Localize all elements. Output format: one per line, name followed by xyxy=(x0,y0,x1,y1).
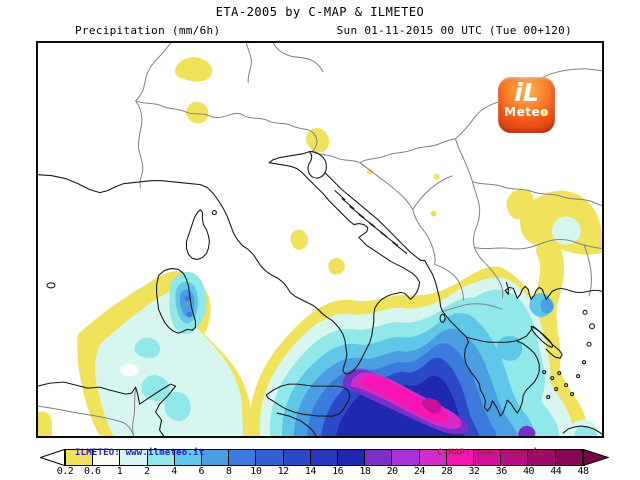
scalebar-right-arrow xyxy=(583,449,609,466)
scalebar-segment xyxy=(309,450,338,465)
scalebar-tick-label: 10 xyxy=(250,466,262,477)
scalebar-tick-label: 40 xyxy=(522,466,535,477)
scalebar-segment xyxy=(255,450,283,465)
scalebar-tick-label: 28 xyxy=(441,466,453,477)
coastlines xyxy=(38,151,602,436)
scalebar-tick-label: 1 xyxy=(116,466,123,477)
scalebar-segment xyxy=(201,450,229,465)
country-borders xyxy=(38,43,602,436)
scalebar-tick-label: 6 xyxy=(198,466,205,477)
scalebar-segment xyxy=(554,450,582,465)
scalebar-labels: 0.2 0.6 1 2 4 6 8 10 12 14 16 18 20 24 28 32 36 40 44 48 xyxy=(40,466,620,478)
scalebar-tick-label: 8 xyxy=(225,466,232,477)
scalebar-segment xyxy=(337,450,365,465)
logo-meteo-text: Meteo ☀ xyxy=(504,105,549,120)
scalebar-tick-label: 18 xyxy=(359,466,371,477)
scalebar-segment xyxy=(500,450,528,465)
scalebar-segment xyxy=(282,450,310,465)
scalebar-tick-label: 14 xyxy=(304,466,317,477)
scalebar-segments xyxy=(65,449,583,466)
scalebar-segment xyxy=(146,450,174,465)
scalebar-segment xyxy=(119,450,147,465)
scalebar-tick-label: 36 xyxy=(495,466,508,477)
scalebar-segment xyxy=(391,450,419,465)
scalebar-left-arrow xyxy=(40,449,65,466)
scalebar-segment xyxy=(473,450,501,465)
scalebar-segment xyxy=(228,450,256,465)
scalebar-tick-label: 0.2 xyxy=(56,466,74,477)
valid-time-label: Sun 01-11-2015 00 UTC (Tue 00+120) xyxy=(336,24,572,37)
scalebar-tick-label: 44 xyxy=(550,466,562,477)
scalebar-segment xyxy=(92,450,120,465)
scalebar-ilmeteo-credit: ILMETEO: www.ilmeteo.it xyxy=(75,448,205,458)
precip-level-32 xyxy=(421,398,442,414)
sun-icon: ☀ xyxy=(539,108,549,119)
scalebar-tick-label: 12 xyxy=(277,466,290,477)
scalebar-tick-label: 20 xyxy=(386,466,399,477)
scalebar-tick-label: 16 xyxy=(332,466,344,477)
scalebar-cmap-credit: C-MAP: www.c-map.it xyxy=(437,448,544,458)
scalebar-tick-label: 24 xyxy=(413,466,426,477)
ilmeteo-logo: iL Meteo ☀ xyxy=(498,77,555,133)
page-title: ETA-2005 by C-MAP & ILMETEO xyxy=(215,5,425,19)
scalebar-segment xyxy=(66,450,93,465)
precipitation-scalebar xyxy=(40,449,610,466)
scalebar-tick-label: 48 xyxy=(577,466,589,477)
scalebar-tick-label: 4 xyxy=(171,466,177,477)
scalebar-segment xyxy=(418,450,446,465)
scalebar-segment xyxy=(445,450,474,465)
precip-level-28 xyxy=(359,376,449,423)
scalebar-tick-label: 0.6 xyxy=(83,466,101,477)
scalebar-tick-label: 32 xyxy=(468,466,480,477)
scalebar-segment xyxy=(364,450,392,465)
parameter-label: Precipitation (mm/6h) xyxy=(75,24,221,37)
dry-gap xyxy=(120,364,139,377)
scalebar-tick-label: 2 xyxy=(144,466,150,477)
precipitation-map xyxy=(38,43,602,436)
scalebar-segment xyxy=(527,450,555,465)
scalebar-segment xyxy=(173,450,202,465)
logo-il-text: iL xyxy=(514,78,539,107)
